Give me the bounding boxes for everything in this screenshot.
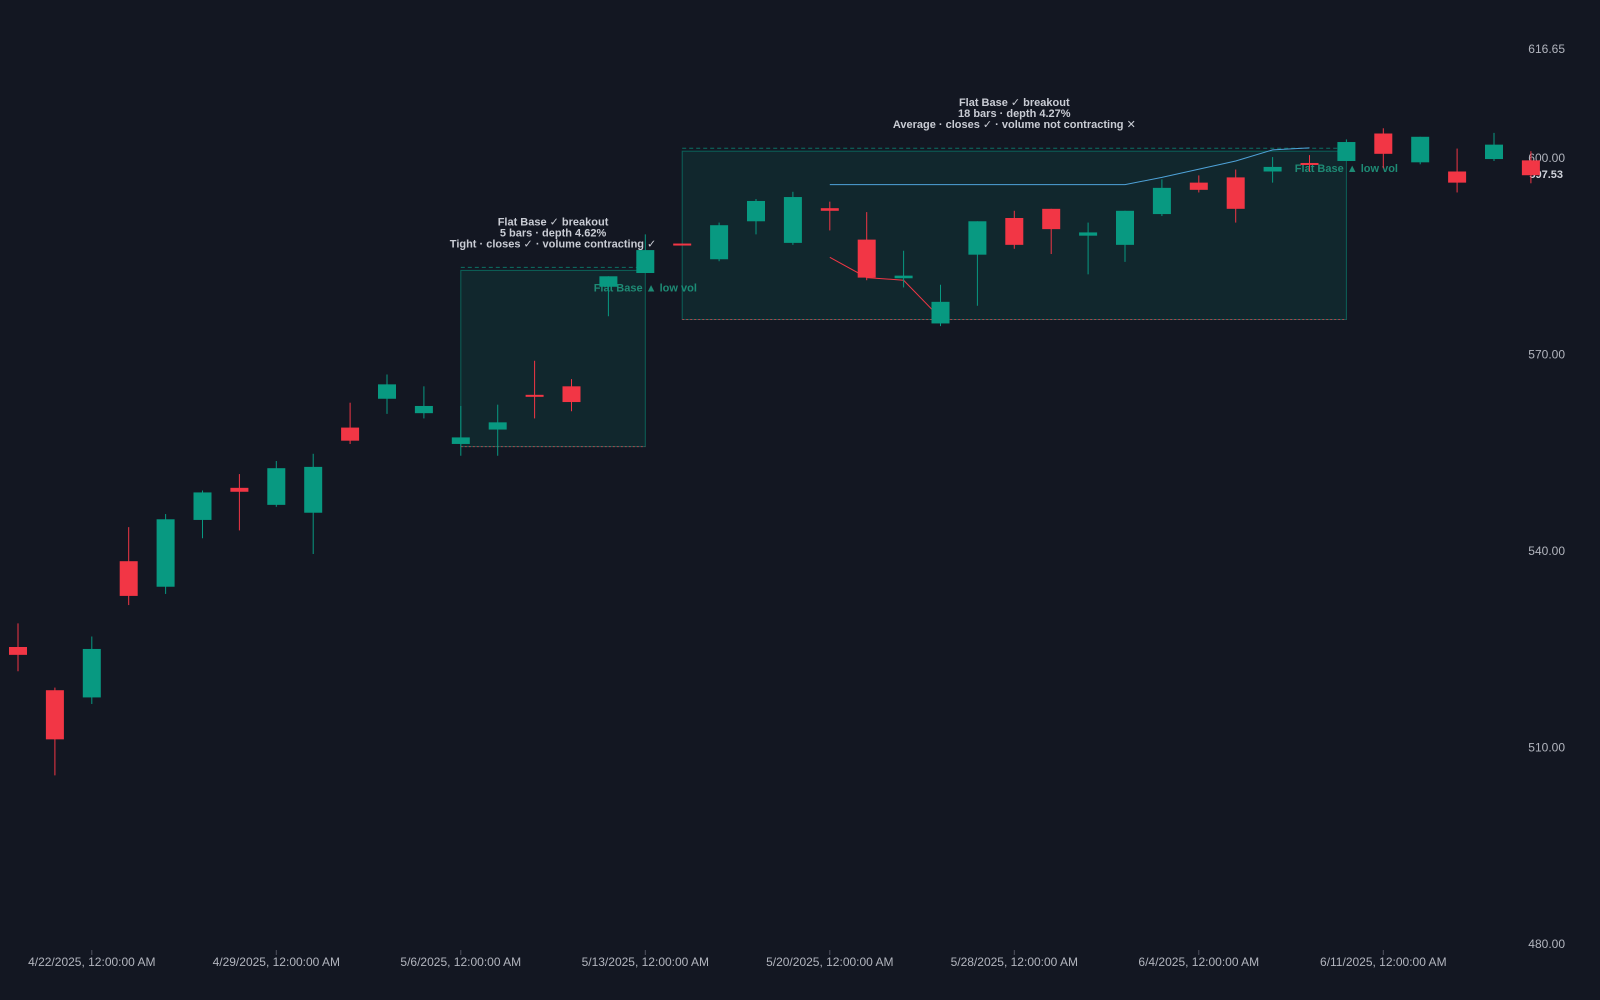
x-tick-label: 6/4/2025, 12:00:00 AM	[1138, 955, 1259, 969]
base-annotation: Average · closes ✓ · volume not contract…	[893, 119, 1136, 131]
overlay-line	[829, 147, 1310, 186]
candle-body	[156, 519, 175, 587]
candle-body	[1337, 142, 1356, 162]
base-annotation: Flat Base ✓ breakout	[959, 97, 1070, 109]
base-annotation: 18 bars · depth 4.27%	[958, 108, 1071, 120]
candle-body	[451, 437, 470, 444]
x-tick-label: 5/13/2025, 12:00:00 AM	[582, 955, 709, 969]
candle-body	[1374, 133, 1393, 154]
candle-body	[1189, 182, 1208, 190]
candle-body	[1300, 162, 1319, 165]
candle-body	[1042, 208, 1061, 230]
x-tick-label: 5/20/2025, 12:00:00 AM	[766, 955, 893, 969]
y-tick-label: 616.65	[1528, 42, 1565, 56]
x-tick-label: 4/29/2025, 12:00:00 AM	[213, 955, 340, 969]
candle-body	[1116, 210, 1134, 245]
candle-body	[193, 492, 212, 520]
candle-body	[82, 648, 101, 698]
candle-body	[45, 690, 64, 740]
y-tick-label: 540.00	[1528, 544, 1565, 558]
candle-body	[378, 384, 396, 399]
x-tick-label: 5/28/2025, 12:00:00 AM	[951, 955, 1078, 969]
base-annotation: 5 bars · depth 4.62%	[500, 227, 607, 239]
candle-body	[1448, 171, 1467, 183]
candle-body	[525, 394, 544, 397]
candle-body	[230, 487, 249, 492]
candle-body	[1521, 160, 1540, 176]
candle-body	[1411, 136, 1430, 163]
candle-body	[1079, 232, 1098, 236]
candle-body	[1152, 187, 1171, 215]
base-annotation: Flat Base ✓ breakout	[498, 216, 609, 228]
candle-body	[1263, 166, 1282, 172]
candle-body	[1485, 144, 1503, 160]
candle-body	[820, 208, 839, 211]
candle-body	[783, 197, 802, 243]
candle-body	[341, 427, 360, 441]
candle-body	[968, 221, 987, 255]
base-marker: Flat Base ▲ low vol	[1295, 163, 1398, 175]
y-tick-label: 570.00	[1528, 348, 1565, 362]
candle-body	[894, 275, 913, 279]
candle-body	[1226, 177, 1245, 209]
candle-body	[673, 243, 692, 246]
base-annotation: Tight · closes ✓ · volume contracting ✓	[450, 238, 656, 250]
overlay-line	[829, 256, 941, 319]
candle-body	[119, 561, 138, 596]
candle-body	[710, 225, 729, 260]
candle-body	[599, 276, 618, 287]
candle-body	[414, 405, 433, 414]
y-tick-label: 510.00	[1528, 741, 1565, 755]
candle-body	[747, 200, 765, 222]
candle-body	[931, 301, 950, 324]
candle-body	[267, 468, 286, 505]
base-marker: Flat Base ▲ low vol	[594, 282, 697, 294]
x-tick-label: 5/6/2025, 12:00:00 AM	[400, 955, 521, 969]
candle-body	[857, 239, 876, 278]
base-box	[460, 269, 646, 448]
x-tick-label: 4/22/2025, 12:00:00 AM	[28, 955, 155, 969]
candle-body	[488, 422, 507, 430]
y-tick-label: 480.00	[1528, 937, 1565, 951]
candle-body	[562, 386, 581, 403]
candle-body	[304, 466, 323, 513]
candle-body	[9, 646, 27, 655]
candle-body	[1005, 217, 1024, 245]
candle-body	[636, 250, 655, 274]
x-tick-label: 6/11/2025, 12:00:00 AM	[1320, 955, 1447, 969]
